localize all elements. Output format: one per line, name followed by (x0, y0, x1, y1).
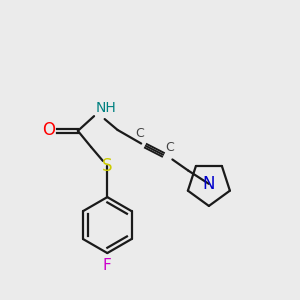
Text: C: C (135, 127, 144, 140)
Text: C: C (165, 140, 173, 154)
Text: NH: NH (95, 101, 116, 115)
Text: S: S (102, 157, 112, 175)
Text: F: F (103, 258, 112, 273)
Text: N: N (202, 175, 215, 193)
Text: O: O (42, 121, 55, 139)
